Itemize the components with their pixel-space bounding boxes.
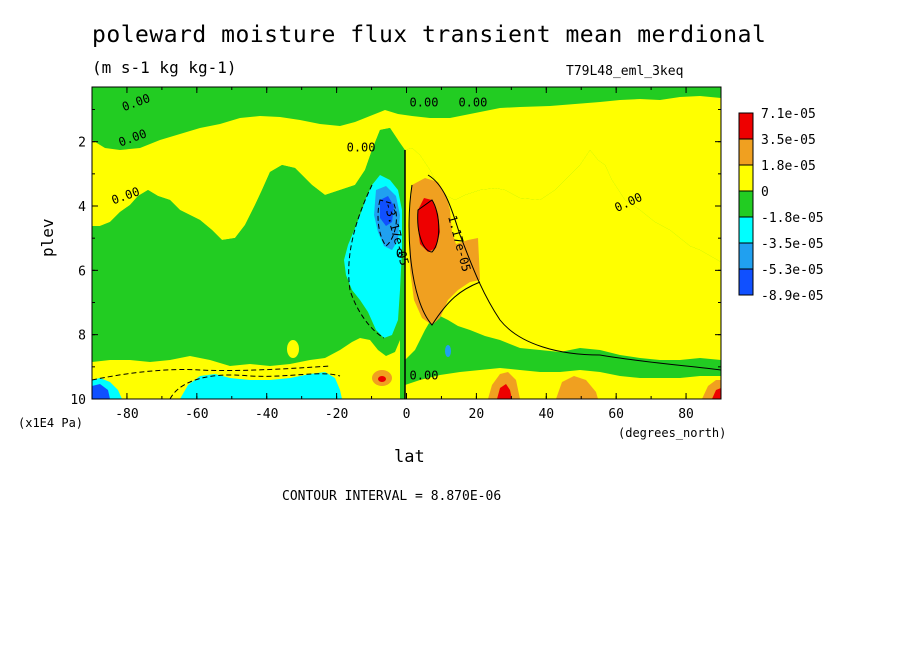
colorbar-label: -3.5e-05 bbox=[761, 237, 824, 252]
colorbar-label: -1.8e-05 bbox=[761, 211, 824, 226]
y-tick-label: 4 bbox=[78, 200, 86, 215]
y-tick-label: 10 bbox=[70, 393, 86, 408]
contour-line-south-2 bbox=[169, 373, 341, 399]
colorbar-swatch bbox=[738, 190, 754, 218]
chart-units: (m s-1 kg kg-1) bbox=[92, 58, 237, 77]
region-green-top bbox=[92, 87, 721, 150]
contour-label: 0.00 bbox=[458, 95, 487, 109]
colorbar-label: 1.8e-05 bbox=[761, 159, 816, 174]
x-tick-label: 0 bbox=[403, 407, 411, 422]
contour-line-pos-3 bbox=[427, 174, 721, 371]
x-axis-ticks: -80 -60 -40 -20 0 20 40 60 80 bbox=[91, 87, 722, 422]
colorbar-label: -5.3e-05 bbox=[761, 263, 824, 278]
x-axis-label: lat bbox=[394, 447, 425, 467]
contour-line-neg-2 bbox=[377, 199, 397, 247]
contour-label: 0.00 bbox=[347, 140, 376, 154]
contour-label: 0.00 bbox=[410, 95, 439, 109]
region-lightblue-spot bbox=[445, 345, 451, 357]
y-tick-label: 8 bbox=[78, 329, 86, 344]
x-tick-label: 80 bbox=[678, 407, 694, 422]
region-blue-south-corner bbox=[92, 384, 110, 399]
x-tick-label: 20 bbox=[469, 407, 485, 422]
region-green-south-mid bbox=[92, 128, 400, 399]
contour-fill bbox=[92, 87, 721, 399]
contour-line-neg bbox=[348, 184, 385, 339]
contour-label: 0.00 bbox=[410, 369, 439, 383]
contour-line-pos bbox=[408, 184, 481, 326]
region-yellow-upper bbox=[92, 87, 721, 262]
region-red-tropics bbox=[418, 198, 440, 252]
x-tick-label: 60 bbox=[608, 407, 624, 422]
chart-title: poleward moisture flux transient mean me… bbox=[92, 22, 767, 48]
x-axis-unit: (degrees_north) bbox=[618, 426, 727, 440]
run-id: T79L48_eml_3keq bbox=[566, 64, 684, 79]
y-tick-label: 2 bbox=[78, 136, 86, 151]
colorbar-label: 3.5e-05 bbox=[761, 133, 816, 148]
region-red-spot-1 bbox=[378, 376, 386, 382]
region-orange-spot-3 bbox=[556, 376, 598, 399]
y-axis-ticks: 2 4 6 8 10 bbox=[70, 109, 721, 408]
colorbar: 7.1e-05 3.5e-05 1.8e-05 0 -1.8e-05 -3.5e-05 -5… bbox=[738, 107, 824, 304]
colorbar-swatch bbox=[738, 216, 754, 244]
colorbar-label: 0 bbox=[761, 185, 769, 200]
contour-line-pos-2 bbox=[417, 199, 440, 253]
colorbar-swatch bbox=[738, 138, 754, 166]
x-tick-label: 40 bbox=[538, 407, 554, 422]
y-axis-unit: (x1E4 Pa) bbox=[18, 416, 84, 430]
x-tick-label: -60 bbox=[185, 407, 208, 422]
x-tick-label: -80 bbox=[115, 407, 138, 422]
colorbar-swatch bbox=[738, 112, 754, 140]
x-tick-label: -20 bbox=[325, 407, 348, 422]
contour-interval: CONTOUR INTERVAL = 8.870E-06 bbox=[282, 489, 502, 504]
region-yellow-spot-2 bbox=[608, 158, 616, 170]
contour-line-south bbox=[92, 365, 331, 381]
colorbar-swatch bbox=[738, 164, 754, 192]
colorbar-label: 7.1e-05 bbox=[761, 107, 816, 122]
region-yellow-spot bbox=[287, 340, 299, 358]
colorbar-swatch bbox=[738, 242, 754, 270]
region-cyan-south-bottom bbox=[180, 372, 342, 399]
y-tick-label: 6 bbox=[78, 264, 86, 279]
colorbar-swatch bbox=[738, 268, 754, 296]
region-red-spot-4 bbox=[712, 388, 721, 399]
colorbar-label: -8.9e-05 bbox=[761, 289, 824, 304]
x-tick-label: -40 bbox=[255, 407, 278, 422]
contour-label: 0 bbox=[396, 246, 403, 260]
contour-lines bbox=[92, 150, 721, 399]
region-yellow-spot-3 bbox=[181, 175, 191, 181]
region-red-spot-2 bbox=[497, 384, 512, 399]
